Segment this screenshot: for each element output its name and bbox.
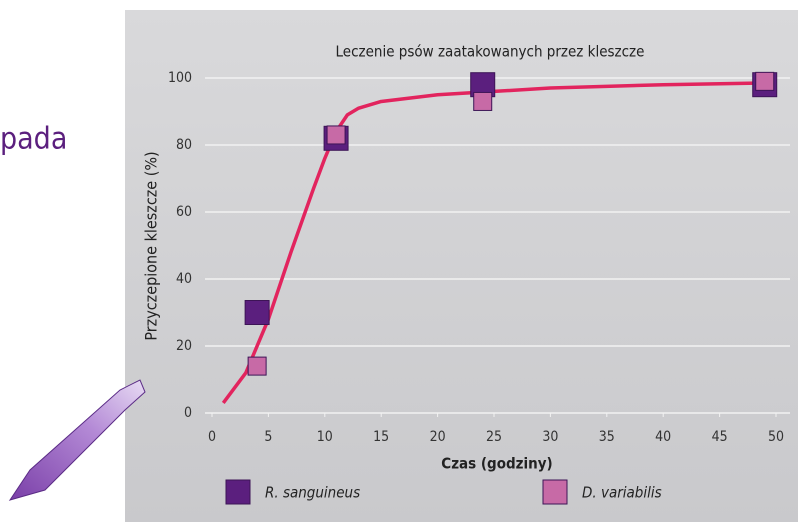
y-tick-label: 0 bbox=[184, 405, 192, 421]
y-tick-label: 100 bbox=[168, 70, 192, 86]
x-tick-label: 40 bbox=[655, 429, 671, 445]
y-tick-label: 20 bbox=[176, 338, 192, 354]
x-tick-label: 50 bbox=[768, 429, 784, 445]
x-tick-label: 45 bbox=[712, 429, 728, 445]
data-point bbox=[756, 72, 774, 90]
page: {"page_text": "pada", "chart_data": {"ty… bbox=[0, 0, 798, 522]
data-point bbox=[248, 357, 266, 375]
x-tick-label: 10 bbox=[317, 429, 333, 445]
pipette-illustration bbox=[10, 380, 145, 500]
x-axis-label: Czas (godziny) bbox=[441, 455, 552, 473]
x-tick-label: 20 bbox=[430, 429, 446, 445]
data-point bbox=[327, 126, 345, 144]
x-tick-label: 15 bbox=[373, 429, 389, 445]
x-tick-label: 25 bbox=[486, 429, 502, 445]
y-axis-label: Przyczepione kleszcze (%) bbox=[142, 151, 161, 340]
chart: pada Leczenie psów zaatakowanych przez k… bbox=[0, 0, 798, 522]
legend-swatch bbox=[543, 480, 567, 504]
x-tick-label: 5 bbox=[264, 429, 272, 445]
x-tick-label: 35 bbox=[599, 429, 615, 445]
data-point bbox=[245, 301, 269, 325]
y-tick-label: 80 bbox=[176, 137, 192, 153]
chart-panel bbox=[125, 10, 798, 522]
legend-swatch bbox=[226, 480, 250, 504]
x-tick-label: 30 bbox=[542, 429, 558, 445]
x-tick-label: 0 bbox=[208, 429, 216, 445]
data-point bbox=[474, 92, 492, 110]
y-tick-label: 60 bbox=[176, 204, 192, 220]
y-tick-label: 40 bbox=[176, 271, 192, 287]
chart-title: Leczenie psów zaatakowanych przez kleszc… bbox=[336, 43, 645, 61]
legend-label: R. sanguineus bbox=[265, 484, 360, 502]
side-text: pada bbox=[0, 122, 67, 157]
legend-label: D. variabilis bbox=[582, 484, 662, 502]
